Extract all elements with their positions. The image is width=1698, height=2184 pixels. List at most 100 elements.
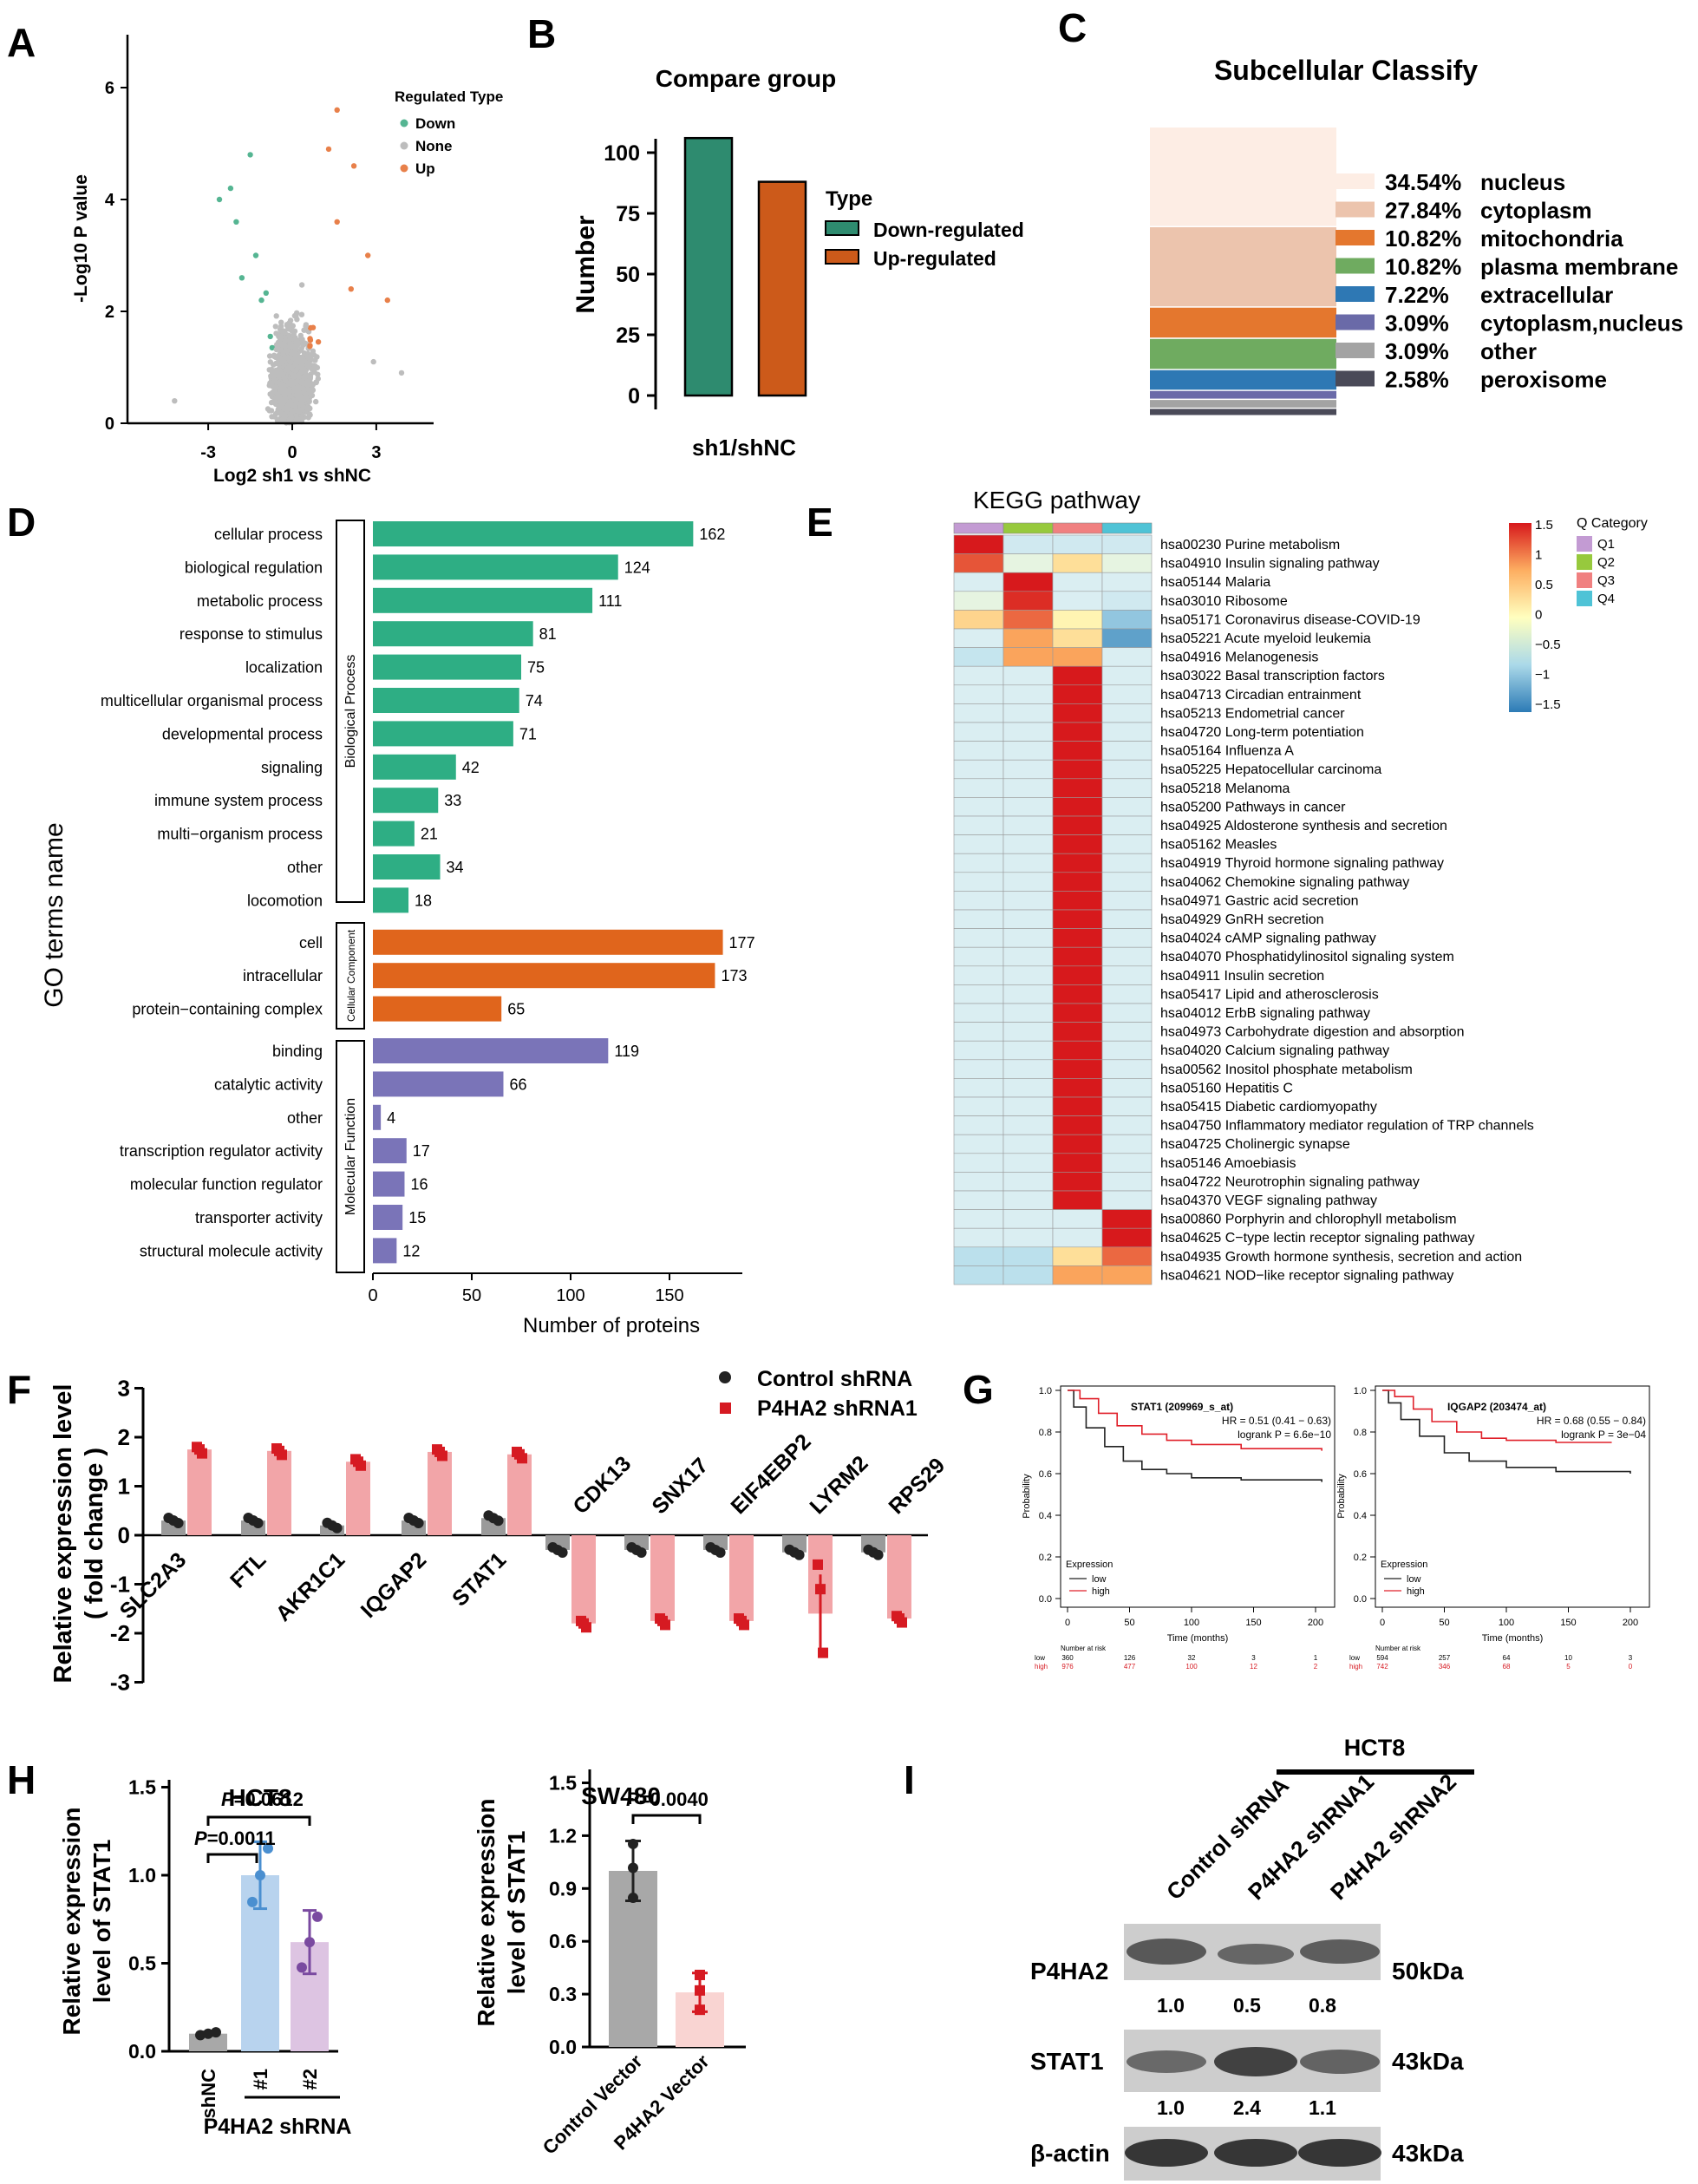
kegg-cell	[953, 1003, 1004, 1023]
km-at-risk-high-label: high	[1035, 1663, 1048, 1671]
legend-name: plasma membrane	[1480, 254, 1678, 280]
kegg-row-label: hsa04919 Thyroid hormone signaling pathw…	[1160, 856, 1444, 871]
volcano-point	[312, 357, 318, 363]
compare-y-tick-label: 100	[604, 141, 640, 166]
kegg-cell	[1052, 965, 1103, 985]
volcano-point	[289, 349, 295, 355]
kegg-cell	[1101, 946, 1153, 967]
kegg-cell	[1052, 909, 1103, 929]
kegg-cell	[1052, 741, 1103, 761]
go-bar	[373, 754, 456, 780]
qpcr-gene-label: SNX17	[647, 1453, 713, 1519]
go-term-label: other	[287, 859, 323, 876]
volcano-legend-up: Up	[415, 160, 435, 177]
volcano-point	[216, 196, 223, 203]
legend-name: cytoplasm	[1480, 198, 1592, 224]
volcano-point	[227, 185, 234, 192]
go-group-label: Cellular Component	[345, 929, 357, 1022]
sw480-chart: SW480 0.00.30.60.91.21.5 Control VectorP…	[473, 1769, 746, 2159]
kegg-cell	[1101, 1153, 1153, 1173]
go-bar	[373, 1238, 397, 1264]
hct8-y-tick-label: 1.5	[128, 1776, 156, 1799]
go-term-label: biological regulation	[185, 559, 323, 576]
hct8-bracket-2	[206, 1815, 311, 1826]
qpcr-gene-label: AKR1C1	[271, 1547, 350, 1626]
legend-name: mitochondria	[1480, 226, 1623, 252]
km-y-tick-label: 0.0	[1039, 1594, 1052, 1605]
go-term-label: catalytic activity	[214, 1076, 323, 1093]
sw480-point	[628, 1862, 638, 1873]
kegg-cell	[1002, 1003, 1054, 1023]
kegg-cell	[1101, 872, 1153, 892]
go-group-label: Molecular Function	[343, 1098, 358, 1215]
go-bar-value: 74	[526, 692, 543, 709]
km-frame	[1060, 1385, 1336, 1608]
volcano-point	[282, 330, 288, 336]
kegg-cell	[1101, 1078, 1153, 1098]
volcano-point	[276, 361, 282, 367]
kegg-cell	[1101, 1022, 1153, 1042]
sw480-y-tick-label: 0.3	[549, 1983, 577, 2005]
kegg-cell	[1002, 591, 1054, 611]
qpcr-bar-shrna	[887, 1535, 911, 1619]
qpcr-point-control	[557, 1546, 568, 1558]
qpcr-y-tick-label: -1	[110, 1572, 130, 1598]
go-term-label: structural molecule activity	[140, 1242, 323, 1259]
go-term-label: multi−organism process	[157, 826, 323, 843]
volcano-point	[298, 378, 305, 384]
kegg-cell	[1052, 572, 1103, 592]
volcano-point	[278, 402, 284, 409]
km-at-risk-low-label: low	[1035, 1654, 1045, 1662]
km-risk-low: 1	[1314, 1654, 1318, 1662]
panel-label-b: B	[527, 11, 556, 56]
legend-pct: 27.84%	[1385, 198, 1461, 224]
kegg-cell	[1002, 759, 1054, 780]
kegg-cell	[1002, 853, 1054, 873]
kegg-cell	[1052, 591, 1103, 611]
band-actin-lane1	[1125, 2139, 1208, 2167]
go-term-label: cellular process	[214, 526, 323, 543]
hct8-point	[297, 1962, 307, 1973]
volcano-y-tick-label: 2	[105, 303, 114, 322]
kegg-cell	[953, 1059, 1004, 1079]
go-bars: Biological Process cellular process 162 bio…	[101, 520, 755, 1273]
kegg-cell	[1052, 1265, 1103, 1285]
sw480-point	[695, 2004, 705, 2016]
qpcr-bar-shrna	[346, 1461, 370, 1535]
volcano-x-tick-label: 3	[371, 443, 381, 462]
volcano-legend-title: Regulated Type	[395, 88, 503, 105]
legend-swatch	[1336, 314, 1375, 330]
volcano-point	[298, 369, 304, 375]
sw480-y-tick-label: 1.2	[549, 1824, 577, 1847]
legend-swatch	[1336, 173, 1375, 189]
qpcr-gene-label: CDK13	[568, 1451, 636, 1519]
kegg-row-label: hsa05171 Coronavirus disease-COVID-19	[1160, 612, 1420, 627]
km-x-tick-label: 200	[1623, 1618, 1638, 1628]
volcano-point	[315, 371, 321, 377]
volcano-point	[309, 366, 315, 372]
blot-quant-p4ha2-3: 0.8	[1309, 1994, 1336, 2017]
km-p: logrank P = 6.6e−10	[1238, 1429, 1331, 1441]
kegg-cell	[1101, 1246, 1153, 1266]
km-hr: HR = 0.51 (0.41 − 0.63)	[1222, 1415, 1331, 1427]
volcano-point	[306, 374, 312, 380]
go-term-label: transporter activity	[195, 1209, 323, 1226]
kegg-cell	[1101, 1040, 1153, 1061]
kegg-cell	[1002, 1134, 1054, 1154]
kegg-cell	[1052, 610, 1103, 630]
volcano-point	[273, 346, 279, 353]
blot-quant-p4ha2-1: 1.0	[1157, 1994, 1185, 2017]
volcano-point	[269, 366, 275, 373]
kegg-colorbar-tick: 1.5	[1535, 518, 1553, 533]
legend-swatch-down	[825, 220, 859, 236]
kegg-colorbar-tick: 0	[1535, 608, 1542, 623]
kegg-cell	[1101, 834, 1153, 854]
go-bar-value: 18	[415, 892, 432, 909]
volcano-point	[290, 378, 296, 385]
go-bar-value: 66	[509, 1076, 526, 1093]
hct8-y-tick-label: 0.0	[128, 2040, 156, 2063]
volcano-plot: -3 0 3 0 2 4 6 Log2 sh1 vs shNC -Log10 P value…	[71, 35, 503, 486]
volcano-point	[291, 344, 297, 350]
compare-y-tick-label: 0	[628, 384, 640, 409]
